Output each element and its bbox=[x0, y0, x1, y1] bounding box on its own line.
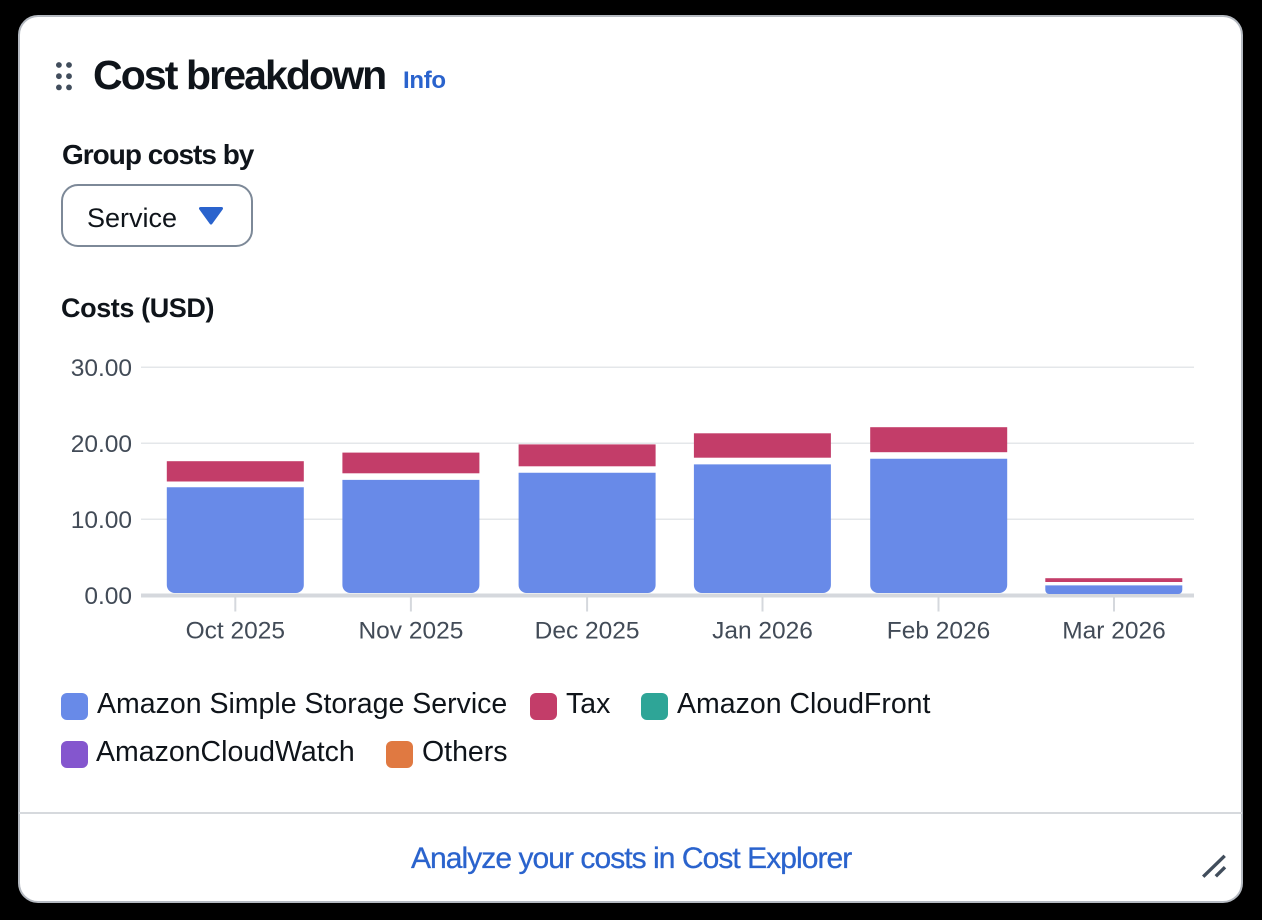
svg-text:0.00: 0.00 bbox=[84, 583, 132, 610]
svg-text:Mar 2026: Mar 2026 bbox=[1062, 618, 1166, 645]
svg-text:Dec 2025: Dec 2025 bbox=[535, 618, 640, 645]
svg-text:Oct 2025: Oct 2025 bbox=[186, 618, 285, 645]
svg-text:Feb 2026: Feb 2026 bbox=[887, 618, 991, 645]
svg-text:Jan 2026: Jan 2026 bbox=[712, 618, 813, 645]
svg-text:Nov 2025: Nov 2025 bbox=[358, 618, 463, 645]
svg-text:30.00: 30.00 bbox=[71, 355, 132, 382]
svg-text:20.00: 20.00 bbox=[71, 431, 132, 458]
svg-text:10.00: 10.00 bbox=[71, 507, 132, 534]
